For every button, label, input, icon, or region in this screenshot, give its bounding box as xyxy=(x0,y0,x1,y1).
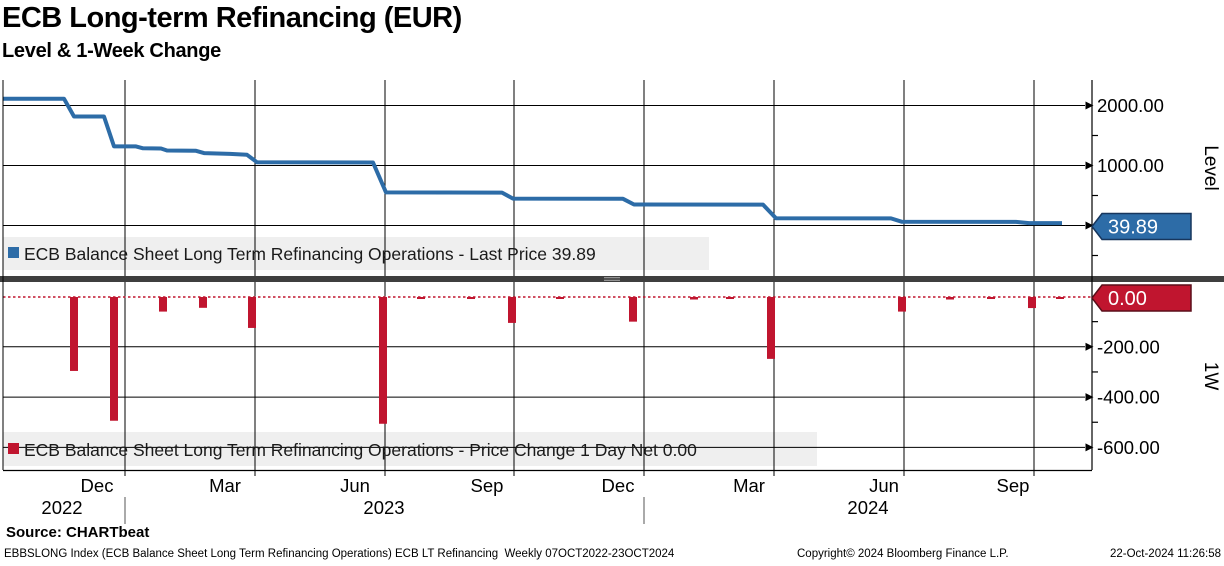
legend-band-change xyxy=(3,432,817,466)
change-bar xyxy=(508,297,516,323)
x-month-label: Mar xyxy=(209,475,241,496)
legend-marker-level-icon xyxy=(8,247,19,258)
page-title: ECB Long-term Refinancing (EUR) xyxy=(2,2,462,34)
last-price-tag-value: 39.89 xyxy=(1108,217,1158,239)
y-tick-label: -600.00 xyxy=(1097,437,1160,458)
change-bar xyxy=(767,297,775,359)
y-tick-label: 1000.00 xyxy=(1097,155,1164,176)
footer-copyright: Copyright© 2024 Bloomberg Finance L.P. xyxy=(797,548,1009,560)
axis-title-level: Level xyxy=(1200,145,1221,190)
change-bar xyxy=(946,297,954,300)
x-month-label: Mar xyxy=(733,475,765,496)
legend-text-level: ECB Balance Sheet Long Term Refinancing … xyxy=(24,244,596,264)
change-bar xyxy=(248,297,256,328)
x-year-label: 2022 xyxy=(41,497,82,518)
change-bar xyxy=(987,297,995,300)
x-year-label: 2023 xyxy=(363,497,404,518)
tick-arrow-icon xyxy=(1085,443,1094,452)
axis-title-1w: 1W xyxy=(1200,362,1221,391)
change-bar xyxy=(1056,297,1064,299)
change-bar xyxy=(417,297,425,300)
tick-arrow-icon xyxy=(1085,342,1094,351)
x-month-label: Dec xyxy=(81,475,114,496)
change-bar xyxy=(70,297,78,371)
change-bar xyxy=(629,297,637,322)
zero-change-tag-value: 0.00 xyxy=(1108,288,1147,310)
last-price-tag xyxy=(1091,212,1192,241)
page-subtitle: Level & 1-Week Change xyxy=(2,40,221,62)
change-bar xyxy=(379,297,387,424)
legend-text-change: ECB Balance Sheet Long Term Refinancing … xyxy=(24,440,697,460)
change-bar xyxy=(110,297,118,421)
zero-change-tag xyxy=(1091,284,1192,312)
source-label: Source: CHARTbeat xyxy=(6,524,150,541)
x-month-label: Dec xyxy=(602,475,635,496)
change-bar xyxy=(199,297,207,308)
change-bar xyxy=(690,297,698,300)
x-month-label: Sep xyxy=(997,475,1030,496)
y-tick-label: -200.00 xyxy=(1097,336,1160,357)
footer-description: EBBSLONG Index (ECB Balance Sheet Long T… xyxy=(4,548,675,560)
tick-arrow-icon xyxy=(1085,101,1094,110)
x-month-label: Jun xyxy=(340,475,370,496)
change-bar xyxy=(1028,297,1036,309)
change-bar xyxy=(898,297,906,312)
change-bar xyxy=(159,297,167,312)
legend-marker-change-icon xyxy=(8,443,19,454)
change-bar xyxy=(467,297,475,300)
legend-band-level xyxy=(3,237,709,270)
footer-timestamp: 22-Oct-2024 11:26:58 xyxy=(1109,548,1221,560)
x-month-label: Jun xyxy=(869,475,899,496)
change-bar xyxy=(726,297,734,300)
panel-splitter[interactable] xyxy=(0,276,1224,282)
tick-arrow-icon xyxy=(1085,393,1094,402)
x-month-label: Sep xyxy=(471,475,504,496)
x-year-label: 2024 xyxy=(847,497,888,518)
tick-arrow-icon xyxy=(1085,221,1094,230)
tick-arrow-icon xyxy=(1085,161,1094,170)
level-line xyxy=(3,96,1062,226)
y-tick-label: -400.00 xyxy=(1097,387,1160,408)
change-bar xyxy=(556,297,564,299)
y-tick-label: 2000.00 xyxy=(1097,95,1164,116)
